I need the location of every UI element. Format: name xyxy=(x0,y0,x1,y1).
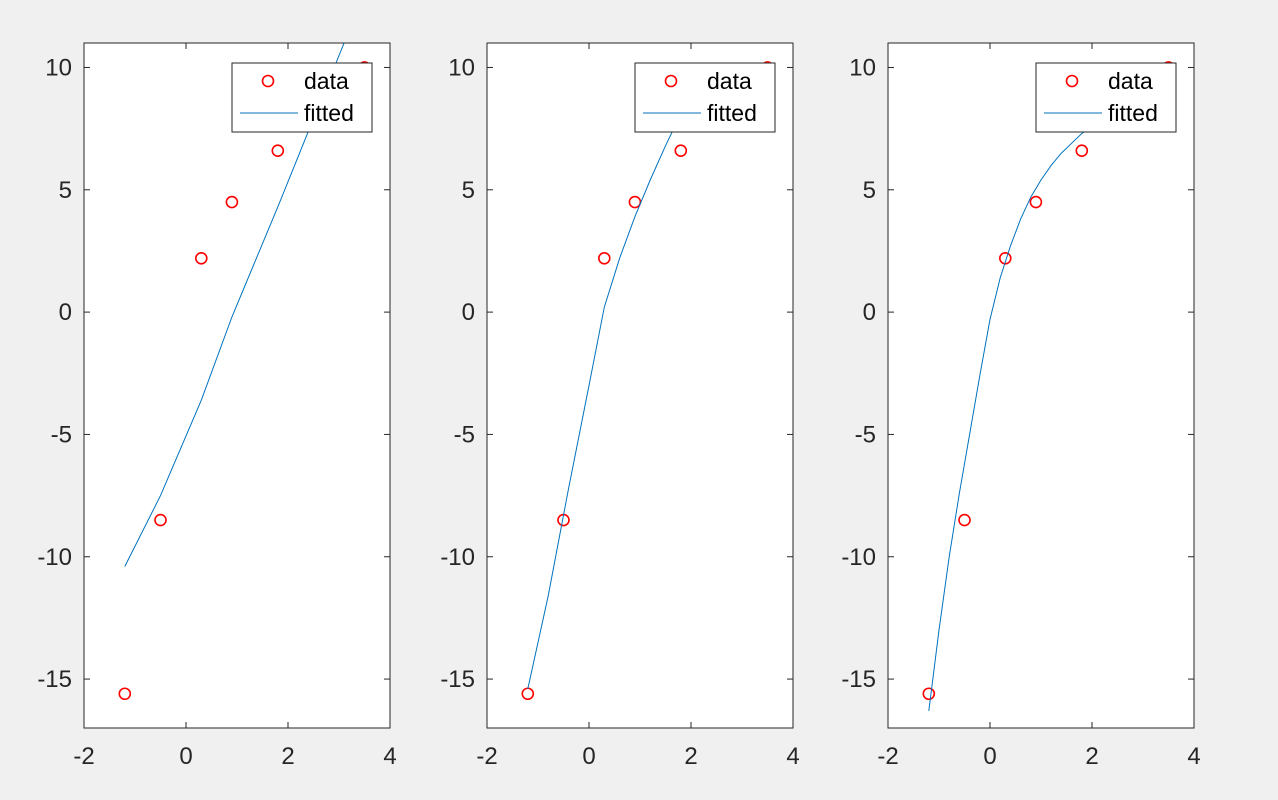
series-line-fitted xyxy=(124,43,345,567)
axes-frame xyxy=(887,42,1195,729)
subplot-3: -15 -10 -5 0 5 10 -2 0 2 4 data fitted xyxy=(841,42,1201,770)
y-tick-label: -15 xyxy=(841,666,876,693)
legend-label: fitted xyxy=(1108,100,1158,126)
data-point xyxy=(998,251,1012,265)
data-point xyxy=(1029,195,1043,209)
data-point xyxy=(225,195,239,209)
y-tick-label: -10 xyxy=(440,544,475,571)
legend-label: data xyxy=(304,68,349,94)
y-tick-label: -5 xyxy=(454,421,475,448)
legend-label: fitted xyxy=(707,100,757,126)
data-point xyxy=(674,144,688,157)
plot-area xyxy=(487,43,793,728)
data-point xyxy=(118,687,132,701)
y-tick-label: 5 xyxy=(863,177,876,204)
x-tick-label: 4 xyxy=(383,743,396,770)
x-tick-label: 4 xyxy=(1187,743,1200,770)
x-tick-label: 2 xyxy=(281,743,294,770)
x-tick-label: 0 xyxy=(983,743,996,770)
data-point xyxy=(922,687,936,701)
legend-box xyxy=(231,62,373,133)
y-tick-label: 10 xyxy=(448,54,475,81)
legend-label: data xyxy=(707,68,752,94)
legend-label: fitted xyxy=(304,100,354,126)
series-line-fitted xyxy=(527,84,697,690)
data-point xyxy=(958,513,971,527)
y-tick-label: 0 xyxy=(59,299,72,326)
legend-marker-swatch xyxy=(664,74,678,88)
y-tick-label: -10 xyxy=(37,544,72,571)
y-tick-label: -5 xyxy=(855,421,876,448)
x-tick-label: 2 xyxy=(684,743,697,770)
legend: data fitted xyxy=(634,62,776,133)
x-tick-label: 4 xyxy=(786,743,799,770)
x-tick-label: -2 xyxy=(73,743,94,770)
y-tick-label: 5 xyxy=(59,177,72,204)
y-tick-label: 10 xyxy=(849,54,876,81)
legend-label: data xyxy=(1108,68,1153,94)
x-tick-label: 0 xyxy=(179,743,192,770)
data-point xyxy=(271,144,285,157)
data-point xyxy=(628,195,642,209)
x-tick-label: -2 xyxy=(476,743,497,770)
y-tick-label: -15 xyxy=(37,666,72,693)
x-tick-label: -2 xyxy=(877,743,898,770)
subplot-2: -15 -10 -5 0 5 10 -2 0 2 4 data fitted xyxy=(440,42,800,770)
y-tick-label: 0 xyxy=(863,299,876,326)
y-tick-label: -5 xyxy=(51,421,72,448)
axes-frame xyxy=(486,42,794,729)
legend-marker-swatch xyxy=(261,74,275,88)
series-line-fitted xyxy=(928,128,1090,711)
legend-box xyxy=(634,62,776,133)
data-point xyxy=(1075,144,1089,157)
plot-area xyxy=(888,43,1194,728)
legend: data fitted xyxy=(231,62,373,133)
x-tick-label: 2 xyxy=(1085,743,1098,770)
plot-area xyxy=(84,43,390,728)
data-point xyxy=(597,251,611,265)
y-tick-label: -15 xyxy=(440,666,475,693)
legend-box xyxy=(1035,62,1177,133)
y-tick-label: 10 xyxy=(45,54,72,81)
axes-frame xyxy=(83,42,391,729)
y-tick-label: -10 xyxy=(841,544,876,571)
legend-marker-swatch xyxy=(1065,74,1079,88)
y-tick-label: 5 xyxy=(462,177,475,204)
data-point xyxy=(154,513,167,527)
subplot-1: -15 -10 -5 0 5 10 -2 0 2 4 data fitted xyxy=(37,42,397,770)
y-tick-label: 0 xyxy=(462,299,475,326)
legend: data fitted xyxy=(1035,62,1177,133)
data-point xyxy=(195,251,208,265)
x-tick-label: 0 xyxy=(582,743,595,770)
